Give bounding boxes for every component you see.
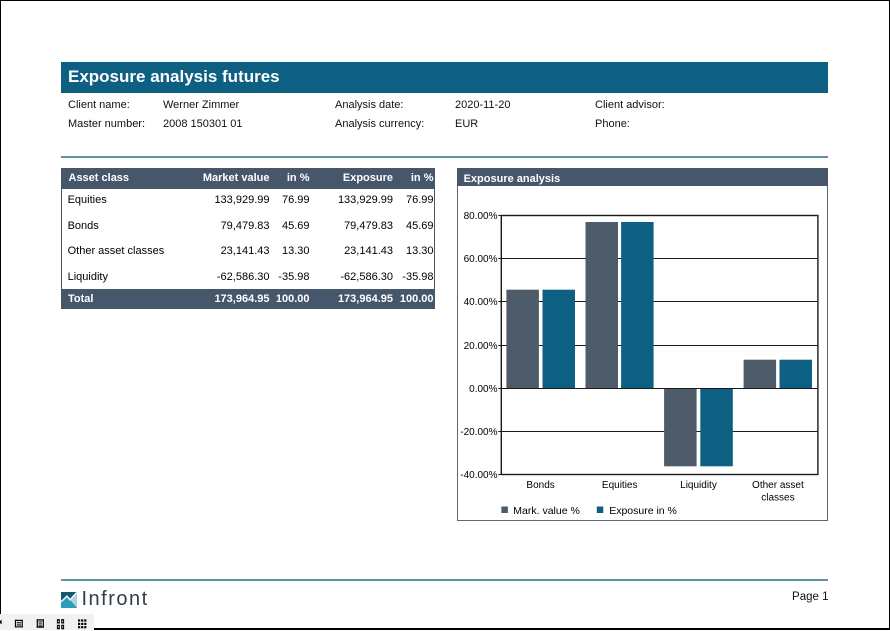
svg-text:-40.00%: -40.00% [460, 470, 497, 481]
svg-text:Exposure analysis: Exposure analysis [464, 173, 561, 185]
svg-text:Other asset: Other asset [752, 480, 804, 491]
svg-text:80.00%: 80.00% [464, 211, 498, 222]
svg-text:40.00%: 40.00% [464, 297, 498, 308]
svg-text:Mark. value %: Mark. value % [513, 505, 580, 517]
svg-text:Liquidity: Liquidity [680, 480, 717, 491]
svg-text:20.00%: 20.00% [464, 341, 498, 352]
svg-text:60.00%: 60.00% [464, 254, 498, 265]
svg-text:classes: classes [761, 492, 794, 503]
svg-text:-20.00%: -20.00% [460, 427, 497, 438]
svg-text:Exposure in %: Exposure in % [609, 505, 677, 517]
svg-text:0.00%: 0.00% [469, 384, 497, 395]
svg-text:Bonds: Bonds [526, 480, 554, 491]
svg-text:Equities: Equities [602, 480, 638, 491]
